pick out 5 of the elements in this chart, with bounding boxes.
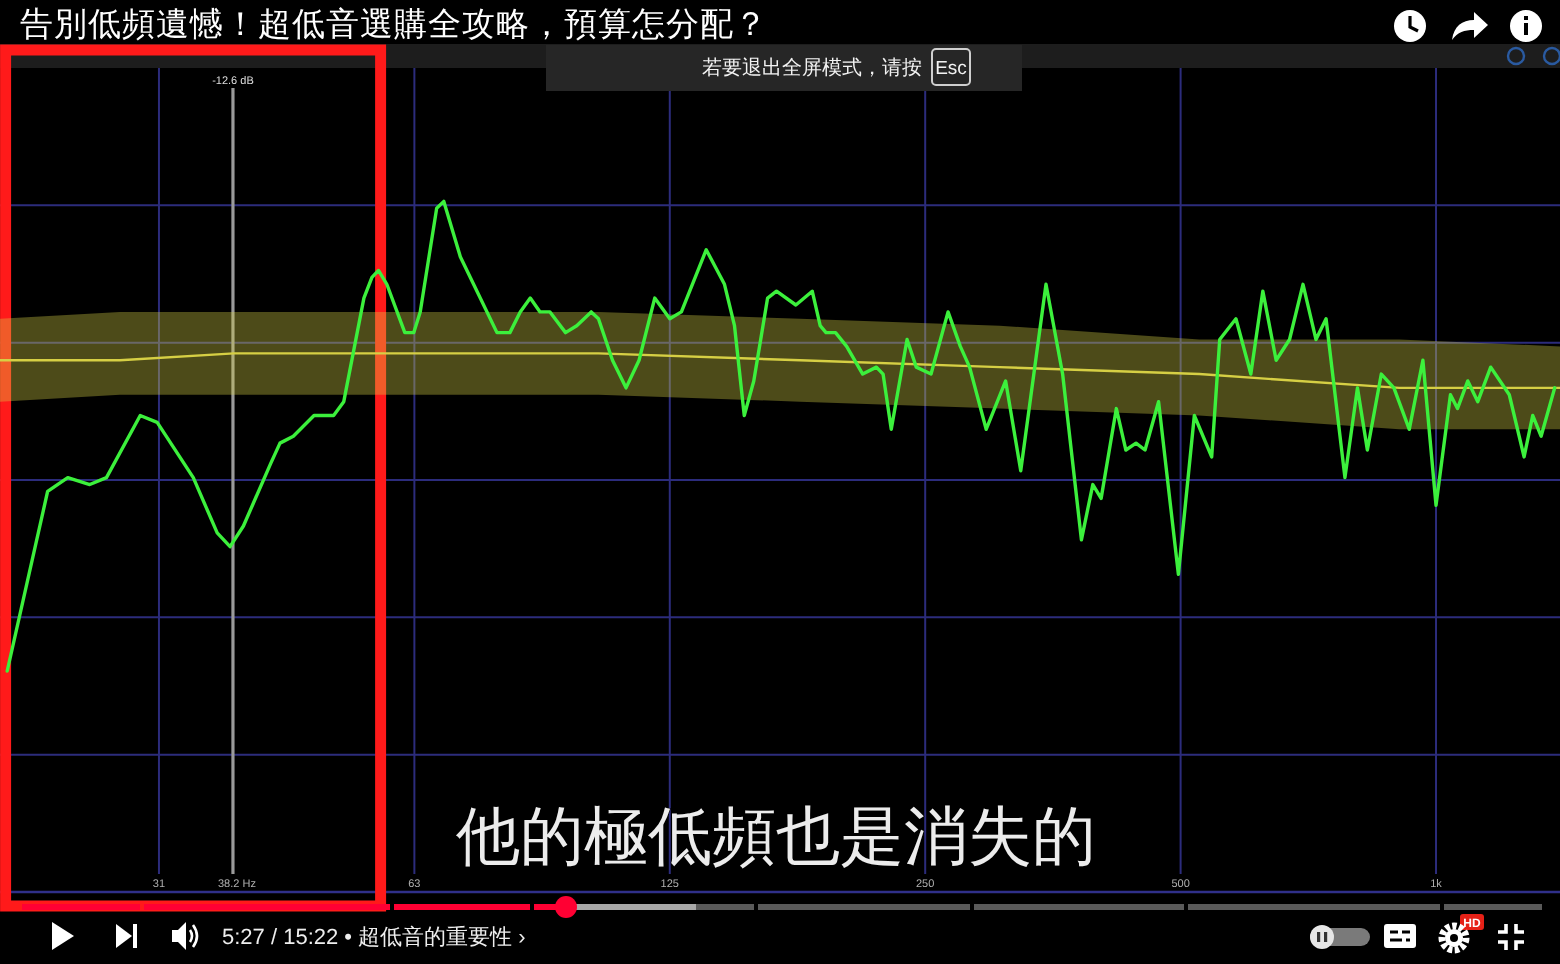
annotation-caption: 他的極低頻也是消失的 [456, 800, 1096, 872]
title: 告別低頻遺憾！超低音選購全攻略，預算怎分配？ [20, 7, 768, 43]
annotation-popup: 若要退出全屏模式，请按 [702, 58, 922, 80]
annotation-key: Esc [935, 58, 967, 80]
annotation-player-time: 5:27 / 15:22 • 超低音的重要性 › [222, 926, 526, 950]
